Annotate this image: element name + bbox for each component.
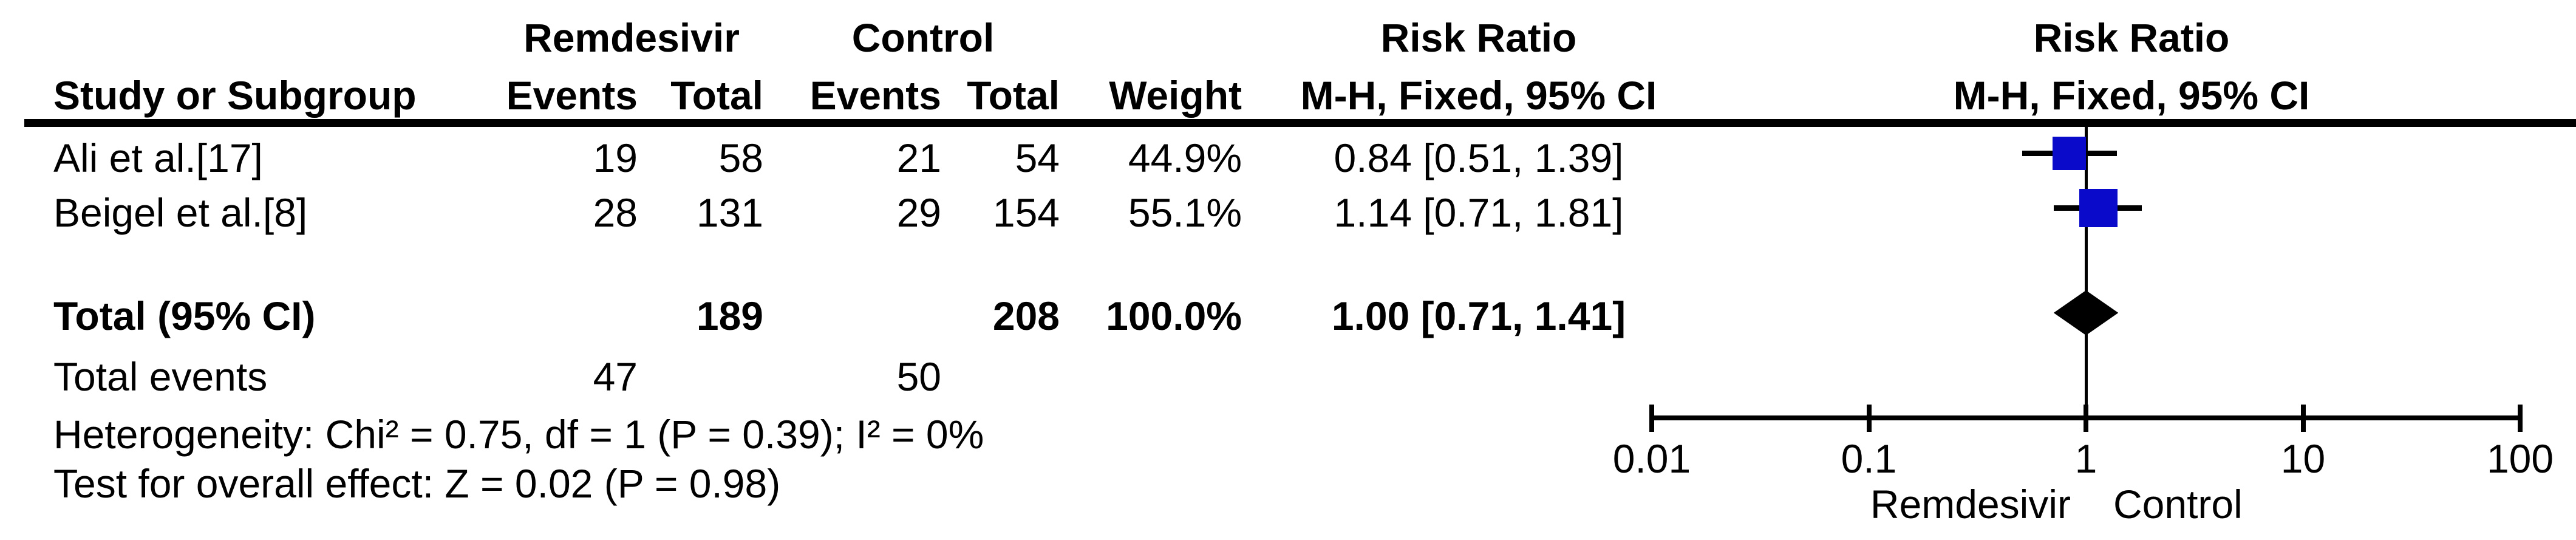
treatment-total-value: 131 [696,190,763,235]
favours-treatment-label: Remdesivir [1870,482,2071,527]
total-events-control: 50 [896,354,941,399]
axis-tick-label: 100 [2486,436,2554,481]
control-total-value: 154 [992,190,1060,235]
risk-ratio-ci-text: 0.84 [0.51, 1.39] [1334,135,1624,180]
method-header-right: M-H, Fixed, 95% CI [1953,73,2310,118]
total-events-treatment: 47 [593,354,638,399]
total-weight: 100.0% [1106,293,1242,338]
treatment-group-header: Remdesivir [523,15,740,60]
weight-value: 55.1% [1128,190,1242,235]
total-treatment-n: 189 [696,293,763,338]
treatment-total-header: Total [670,73,763,118]
treatment-events-value: 19 [593,135,638,180]
overall-effect-test: Test for overall effect: Z = 0.02 (P = 0… [53,461,781,506]
risk-ratio-ci-text: 1.14 [0.71, 1.81] [1334,190,1624,235]
axis-tick [2084,405,2088,432]
total-row-label: Total (95% CI) [53,293,316,338]
null-effect-line [2084,127,2088,432]
treatment-events-header: Events [506,73,638,118]
control-total-value: 54 [1015,135,1060,180]
study-point-estimate-square [2053,136,2087,170]
control-total-header: Total [967,73,1060,118]
axis-tick-label: 10 [2280,436,2326,481]
axis-tick-label: 0.01 [1612,436,1691,481]
axis-tick-label: 0.1 [1841,436,1897,481]
axis-tick [1649,405,1654,432]
axis-tick-label: 1 [2074,436,2097,481]
study-point-estimate-square [2079,188,2118,227]
study-column-header: Study or Subgroup [53,73,417,118]
study-name: Beigel et al.[8] [53,190,308,235]
weight-header: Weight [1109,73,1242,118]
method-header-left: M-H, Fixed, 95% CI [1300,73,1657,118]
axis-tick [2300,405,2306,432]
axis-tick [1866,405,1872,432]
heterogeneity-statistics: Heterogeneity: Chi² = 0.75, df = 1 (P = … [53,412,984,457]
favours-control-label: Control [2113,482,2243,527]
control-events-header: Events [809,73,941,118]
control-group-header: Control [851,15,995,60]
study-name: Ali et al.[17] [53,135,263,180]
total-events-label: Total events [53,354,268,399]
treatment-total-value: 58 [718,135,763,180]
total-control-n: 208 [992,293,1060,338]
header-divider-rule [24,119,2576,127]
axis-tick [2518,405,2523,432]
treatment-events-value: 28 [593,190,638,235]
control-events-value: 29 [896,190,941,235]
risk-ratio-header-left: Risk Ratio [1380,15,1577,60]
risk-ratio-header-right: Risk Ratio [2033,15,2230,60]
pooled-estimate-diamond [2053,290,2119,335]
weight-value: 44.9% [1128,135,1242,180]
control-events-value: 21 [896,135,941,180]
total-risk-ratio-ci-text: 1.00 [0.71, 1.41] [1331,293,1626,338]
